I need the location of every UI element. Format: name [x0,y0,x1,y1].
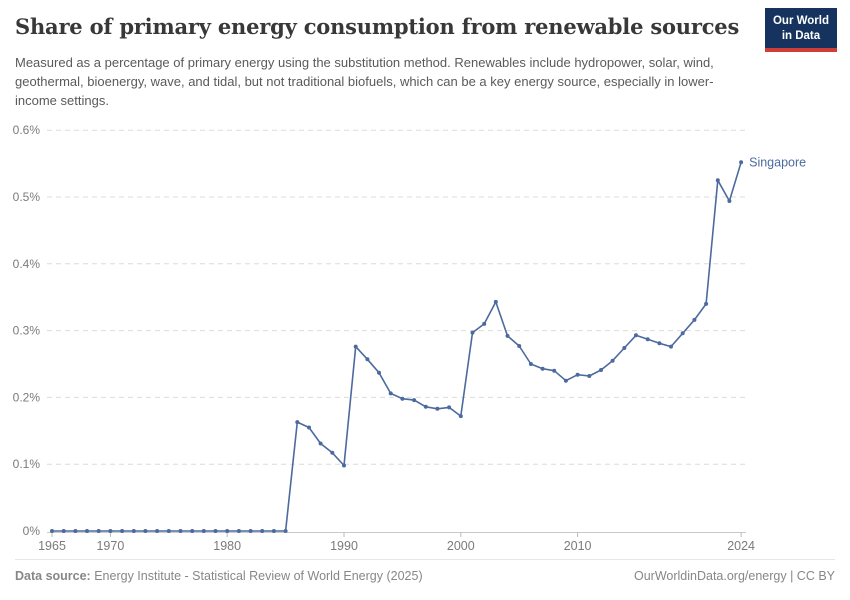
data-source-label: Data source: [15,569,91,583]
x-tick-label: 1970 [96,539,124,553]
data-point [225,529,230,533]
data-point [108,529,113,533]
data-point [295,420,300,425]
data-point [248,529,253,533]
data-point [680,331,685,336]
chart-title: Share of primary energy consumption from… [15,14,740,39]
data-point [201,529,206,533]
data-point [540,366,545,371]
y-tick-label: 0.2% [13,390,41,404]
data-source-text: Energy Institute - Statistical Review of… [94,569,423,583]
chart-footer: Data source: Energy Institute - Statisti… [15,569,835,583]
data-point [727,199,732,203]
data-point [610,358,615,363]
data-point [190,529,195,533]
data-point [657,341,662,346]
data-point [669,344,673,349]
data-point [505,333,510,338]
y-tick-label: 0.6% [13,123,41,137]
data-point [307,425,311,430]
data-point [260,529,265,533]
data-point [528,362,533,366]
data-point [493,299,498,304]
footer-divider [15,559,835,560]
data-point [131,529,136,533]
data-point [470,330,475,335]
data-point [342,463,346,468]
data-point [85,529,89,533]
data-point [61,529,66,533]
data-point [213,529,218,533]
owid-url-license-link[interactable]: OurWorldinData.org/energy | CC BY [633,569,835,583]
data-point [155,529,160,533]
x-tick-label: 2000 [447,539,475,553]
data-point [587,374,592,378]
data-point [634,333,638,338]
data-point [318,441,323,446]
x-tick-label: 1965 [38,539,66,553]
data-source-note: Data source: Energy Institute - Statisti… [15,569,423,583]
data-point [178,529,183,533]
data-point [704,301,709,306]
data-point [692,317,697,322]
series-line-singapore [52,162,742,532]
data-point [435,406,440,411]
data-point [120,529,125,533]
owid-logo[interactable]: Our World in Data [764,8,837,52]
owid-logo-line2: in Data [781,29,821,42]
data-point [517,344,522,348]
data-point [739,160,744,165]
y-tick-label: 0% [23,524,41,538]
data-point [353,344,358,349]
data-point [330,450,335,455]
x-tick-label: 2010 [564,539,592,553]
data-point [715,178,720,183]
x-tick-label: 1990 [330,539,358,553]
y-tick-label: 0.4% [13,257,41,271]
data-point [50,529,54,533]
data-point [423,404,428,409]
data-point [143,529,148,533]
data-point [482,321,487,326]
data-point [365,357,370,362]
y-tick-label: 0.3% [13,324,41,338]
series-label-singapore[interactable]: Singapore [749,155,806,169]
data-point [283,529,288,533]
data-point [73,529,78,533]
data-point [552,368,557,373]
data-point [377,370,381,375]
data-point [388,391,393,396]
data-point [271,529,276,533]
data-point [447,405,452,410]
data-point [575,372,580,377]
data-point [645,337,650,342]
x-tick-label: 2024 [727,539,755,553]
data-point [622,346,627,350]
data-point [412,398,417,403]
data-point [96,529,101,533]
data-point [458,414,463,419]
y-tick-label: 0.1% [13,457,41,471]
data-point [236,529,241,533]
owid-logo-line1: Our World [772,15,829,27]
data-point [563,378,568,383]
data-point [400,396,405,401]
y-tick-label: 0.5% [13,190,41,204]
data-point [599,368,603,372]
x-tick-label: 1980 [213,539,241,553]
data-point [166,529,171,533]
chart-subtitle: Measured as a percentage of primary ener… [15,55,714,108]
